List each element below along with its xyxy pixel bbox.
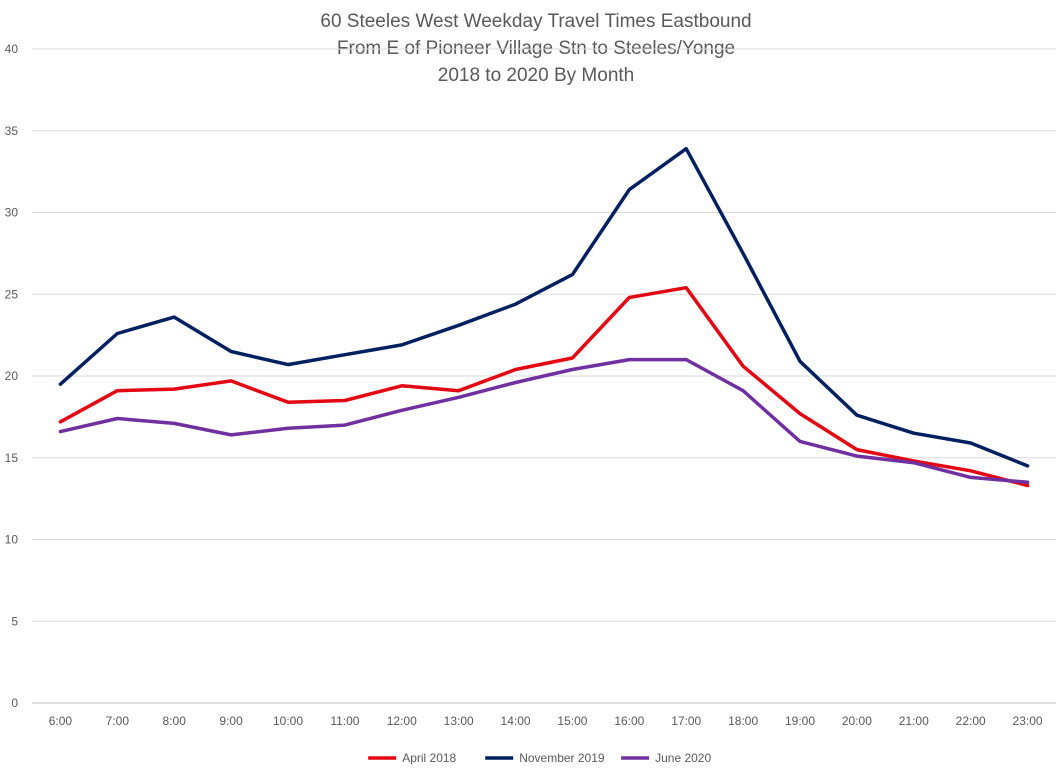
legend-item: November 2019 [485, 751, 605, 765]
x-tick-label: 18:00 [728, 714, 758, 728]
series-line-november-2019 [58, 146, 1030, 468]
legend-item: June 2020 [621, 751, 711, 765]
series-line-june-2020 [58, 357, 1030, 485]
chart-title-line-1: 60 Steeles West Weekday Travel Times Eas… [320, 11, 751, 32]
legend: April 2018 November 2019 June 2020 [368, 751, 711, 765]
x-tick-label: 22:00 [956, 714, 986, 728]
legend-item: April 2018 [368, 751, 457, 765]
legend-label: April 2018 [402, 751, 456, 765]
x-tick-label: 12:00 [387, 714, 417, 728]
x-tick-label: 9:00 [219, 714, 243, 728]
y-tick-label: 25 [5, 287, 19, 301]
x-tick-label: 19:00 [785, 714, 815, 728]
x-tick-label: 17:00 [671, 714, 701, 728]
chart-title-line-3: 2018 to 2020 By Month [438, 65, 634, 86]
x-tick-label: 21:00 [899, 714, 929, 728]
x-tick-label: 11:00 [330, 714, 359, 728]
legend-label: November 2019 [519, 751, 605, 765]
x-tick-label: 23:00 [1013, 714, 1043, 728]
y-axis-ticks: 0 5 10 15 20 25 30 35 40 [5, 42, 19, 710]
y-tick-label: 35 [5, 124, 19, 138]
x-tick-label: 10:00 [273, 714, 303, 728]
y-tick-label: 30 [5, 206, 19, 220]
series-line-april-2018 [58, 285, 1030, 488]
x-tick-label: 13:00 [444, 714, 474, 728]
x-tick-label: 7:00 [106, 714, 130, 728]
x-axis-ticks: 6:00 7:00 8:00 9:00 10:00 11:00 12:00 13:00 14:0… [49, 714, 1043, 728]
y-tick-label: 40 [5, 42, 19, 56]
y-tick-label: 20 [5, 369, 19, 383]
x-tick-label: 15:00 [557, 714, 587, 728]
series-lines [58, 146, 1030, 488]
x-tick-label: 14:00 [501, 714, 531, 728]
y-tick-label: 0 [11, 696, 18, 710]
gridlines [32, 48, 1056, 704]
x-tick-label: 8:00 [163, 714, 187, 728]
x-tick-label: 16:00 [614, 714, 644, 728]
y-tick-label: 15 [5, 451, 19, 465]
legend-label: June 2020 [655, 751, 711, 765]
y-tick-label: 5 [11, 614, 18, 628]
x-tick-label: 6:00 [49, 714, 73, 728]
x-tick-label: 20:00 [842, 714, 872, 728]
y-tick-label: 10 [5, 533, 19, 547]
